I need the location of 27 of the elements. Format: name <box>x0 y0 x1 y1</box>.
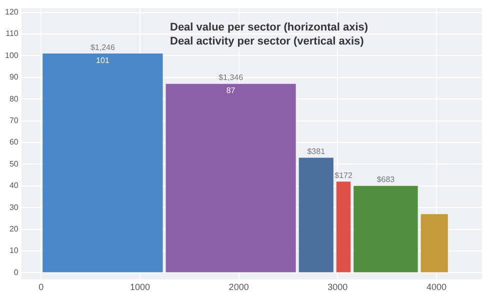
text: Deal value per sector (horizontal axis) <box>170 22 368 34</box>
y-tick-label: 10 <box>9 246 19 256</box>
y-tick-label: 90 <box>9 72 19 82</box>
y-tick-label: 50 <box>9 159 19 168</box>
y-tick-label: 40 <box>9 181 19 190</box>
y-tick-label: 20 <box>9 224 19 234</box>
y-tick-label: 120 <box>4 8 19 17</box>
data-label: 101 <box>96 56 110 65</box>
annotation: $172 <box>334 170 353 180</box>
annotation: $1,246 <box>90 42 116 52</box>
x-tick-label: 1000 <box>130 282 150 292</box>
text: Deal activity per sector (vertical axis) <box>170 36 364 48</box>
y-tick-label: 0 <box>14 268 19 277</box>
y-tick-label: 70 <box>9 116 19 126</box>
y-tick-label: 60 <box>9 138 19 147</box>
x-tick-label: 2000 <box>228 282 249 292</box>
x-tick-label: 0 <box>38 282 44 292</box>
y-tick-label: 100 <box>4 50 19 60</box>
y-tick-label: 80 <box>9 94 19 104</box>
y-tick-label: 30 <box>9 202 19 212</box>
y-tick-label: 110 <box>6 29 19 38</box>
data-label: 87 <box>226 86 236 96</box>
x-tick-label: 3000 <box>328 282 348 292</box>
annotation: $1,346 <box>218 73 244 82</box>
annotation: $683 <box>376 175 396 184</box>
annotation: $381 <box>307 146 326 156</box>
x-tick-label: 4000 <box>426 282 447 292</box>
